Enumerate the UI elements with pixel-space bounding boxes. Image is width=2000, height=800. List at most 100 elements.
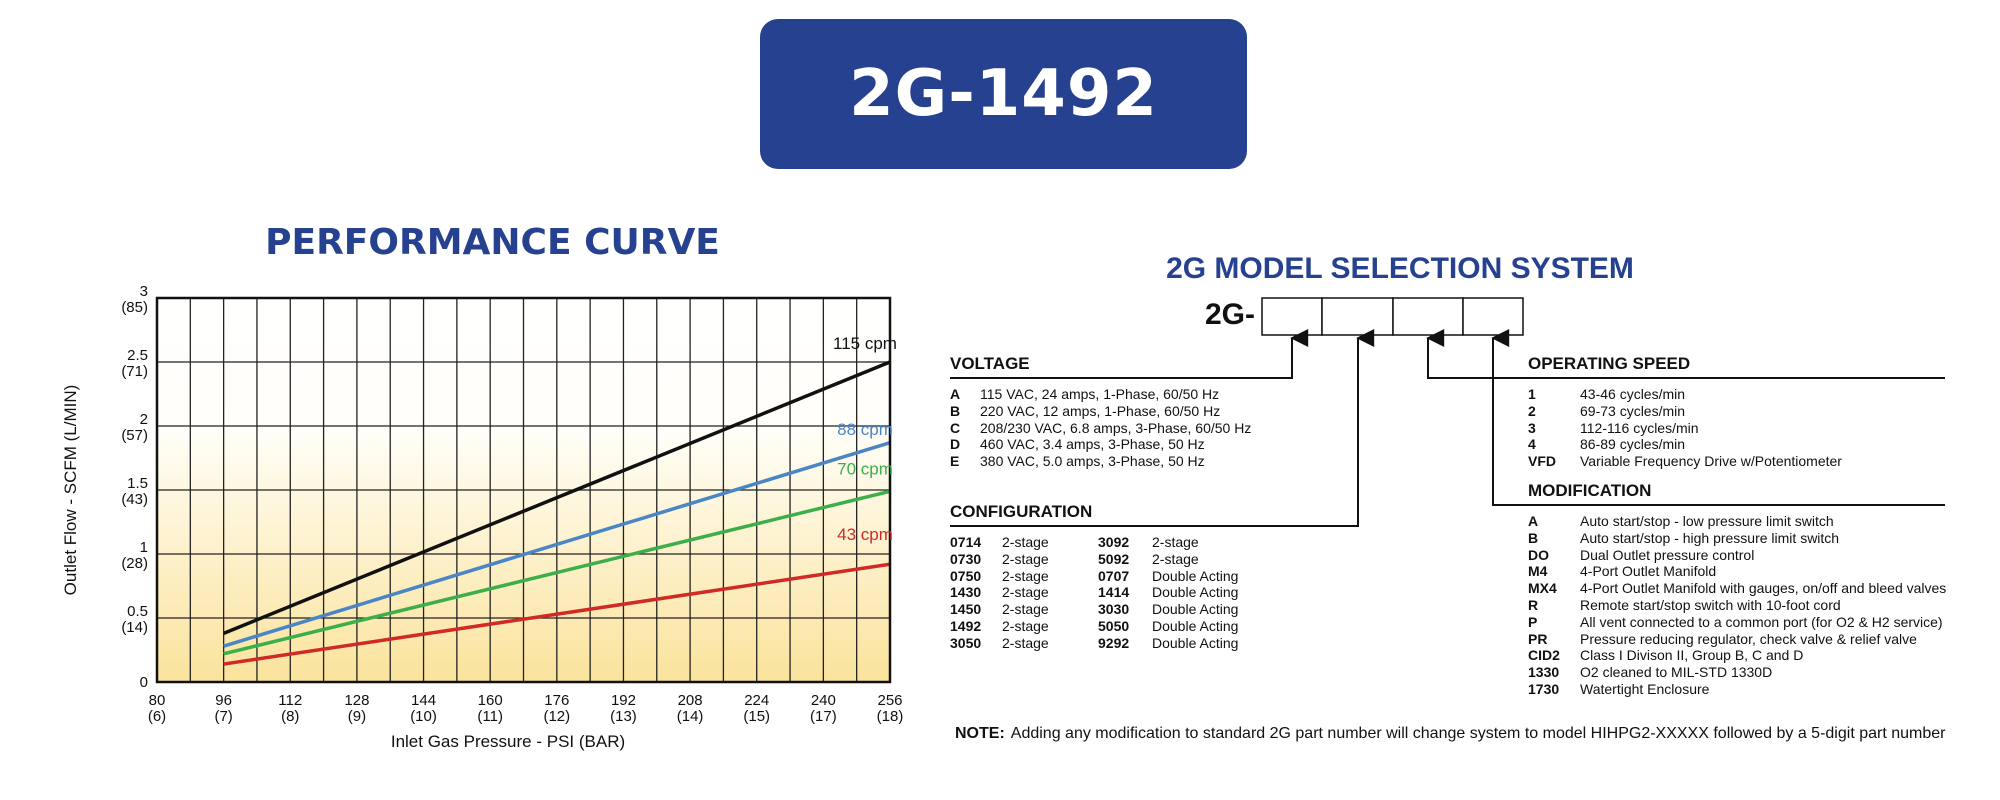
option-row: B 220 VAC, 12 amps, 1-Phase, 60/50 Hz — [950, 403, 1251, 420]
series-line — [223, 440, 891, 648]
y-tick-label: 2 — [140, 411, 148, 428]
modification-title: MODIFICATION — [1528, 481, 1652, 500]
option-desc: 2-stage — [1002, 534, 1049, 550]
x-tick-label: 144 — [411, 692, 436, 709]
y-tick-label: 3 — [140, 283, 148, 300]
option-code: 0707 — [1098, 567, 1130, 584]
x-tick-sublabel: (9) — [348, 708, 366, 725]
option-row: B Auto start/stop - high pressure limit s… — [1528, 530, 1946, 547]
option-desc: 2-stage — [1152, 550, 1199, 567]
option-code: VFD — [1528, 453, 1556, 470]
x-tick-label: 176 — [544, 692, 569, 709]
option-code: R — [1528, 596, 1539, 613]
option-desc: Double Acting — [1152, 634, 1239, 651]
x-tick-sublabel: (7) — [214, 708, 232, 725]
note: NOTE: Adding any modification to standard… — [955, 725, 1945, 743]
option-code: 1430 — [950, 584, 982, 601]
option-code: 3092 — [1098, 534, 1130, 550]
speed-section: OPERATING SPEED 1 43-46 cycles/min 2 69-73 … — [1528, 354, 1842, 470]
x-tick-sublabel: (10) — [410, 708, 437, 725]
option-code: B — [1528, 529, 1539, 546]
option-row: M4 4-Port Outlet Manifold — [1528, 563, 1946, 580]
option-code: 1414 — [1098, 584, 1130, 601]
plot-frame — [155, 296, 892, 684]
option-code: 1450 — [950, 601, 982, 618]
x-tick-sublabel: (12) — [543, 708, 570, 725]
option-row: C 208/230 VAC, 6.8 amps, 3-Phase, 60/50 H… — [950, 420, 1251, 437]
option-row: 1330 O2 cleaned to MIL-STD 1330D — [1528, 664, 1946, 681]
option-desc: All vent connected to a common port (for… — [1580, 613, 1943, 630]
x-tick-label: 80 — [149, 692, 166, 709]
option-code: 0750 — [950, 567, 982, 584]
option-desc: Double Acting — [1152, 601, 1239, 618]
x-tick-label: 128 — [344, 692, 369, 709]
voltage-connector — [950, 329, 1309, 379]
option-code: CID2 — [1528, 647, 1560, 664]
performance-title: PERFORMANCE CURVE — [265, 222, 720, 263]
y-tick-label: 1.5 — [127, 475, 148, 492]
y-tick-label: 0.5 — [127, 603, 148, 620]
option-code: P — [1528, 613, 1538, 630]
y-tick-sublabel: (43) — [121, 491, 148, 508]
x-tick-sublabel: (14) — [677, 708, 704, 725]
option-row: E 380 VAC, 5.0 amps, 3-Phase, 50 Hz — [950, 453, 1251, 470]
option-desc: 86-89 cycles/min — [1580, 436, 1686, 453]
option-desc: 43-46 cycles/min — [1580, 386, 1686, 402]
y-tick-sublabel: (14) — [121, 619, 148, 636]
x-tick-label: 208 — [678, 692, 703, 709]
option-desc: 2-stage — [1002, 617, 1049, 634]
option-row: VFD Variable Frequency Drive w/Potentiome… — [1528, 453, 1842, 470]
option-code: 3 — [1528, 419, 1536, 436]
y-tick-sublabel: (28) — [121, 555, 148, 572]
option-code: C — [950, 419, 961, 436]
y-tick-label: 2.5 — [127, 347, 148, 364]
option-code: 5050 — [1098, 617, 1130, 634]
option-row: P All vent connected to a common port (fo… — [1528, 614, 1946, 631]
option-row: A 115 VAC, 24 amps, 1-Phase, 60/50 Hz — [950, 386, 1251, 403]
y-axis-label: Outlet Flow - SCFM (L/MIN) — [61, 385, 80, 596]
option-desc: O2 cleaned to MIL-STD 1330D — [1580, 664, 1773, 681]
option-code: 3030 — [1098, 601, 1130, 618]
option-desc: 2-stage — [1152, 534, 1199, 550]
voltage-title: VOLTAGE — [950, 354, 1030, 373]
performance-chart: 80(6)96(7)112(8)128(9)144(10)160(11)176(… — [61, 283, 903, 751]
x-tick-sublabel: (11) — [477, 708, 503, 725]
x-tick-sublabel: (6) — [148, 708, 166, 725]
model-title: 2G-1492 — [849, 57, 1158, 131]
series-line — [223, 489, 891, 656]
option-desc: 115 VAC, 24 amps, 1-Phase, 60/50 Hz — [980, 386, 1220, 402]
option-code: DO — [1528, 546, 1549, 563]
option-desc: Variable Frequency Drive w/Potentiometer — [1580, 453, 1842, 470]
option-desc: 2-stage — [1002, 567, 1049, 584]
option-code: 1730 — [1528, 680, 1560, 697]
option-code: 1492 — [950, 617, 982, 634]
option-desc: 460 VAC, 3.4 amps, 3-Phase, 50 Hz — [980, 436, 1205, 453]
configuration-connector — [950, 329, 1375, 527]
x-tick-label: 112 — [278, 692, 302, 709]
series-line — [222, 360, 891, 635]
y-tick-label: 0 — [140, 674, 148, 691]
x-tick-sublabel: (8) — [281, 708, 299, 725]
option-desc: 380 VAC, 5.0 amps, 3-Phase, 50 Hz — [980, 453, 1205, 470]
option-code: E — [950, 453, 960, 470]
model-prefix: 2G- — [1205, 298, 1256, 331]
option-code: M4 — [1528, 563, 1548, 580]
option-row: 1 43-46 cycles/min — [1528, 386, 1842, 403]
option-row: 2 69-73 cycles/min — [1528, 403, 1842, 420]
option-row: D 460 VAC, 3.4 amps, 3-Phase, 50 Hz — [950, 436, 1251, 453]
y-tick-sublabel: (85) — [121, 299, 148, 316]
option-code: 4 — [1528, 436, 1536, 453]
option-desc: 2-stage — [1002, 584, 1049, 601]
x-tick-label: 160 — [478, 692, 503, 709]
option-desc: Class I Divison II, Group B, C and D — [1580, 647, 1804, 664]
configuration-section: CONFIGURATION 0714 2-stage 3092 2-stage 0730… — [950, 502, 1292, 652]
x-tick-label: 96 — [215, 692, 232, 709]
model-box-3 — [1392, 297, 1464, 336]
model-box-4 — [1462, 297, 1524, 336]
option-code: MX4 — [1528, 580, 1557, 597]
x-tick-sublabel: (13) — [610, 708, 637, 725]
x-tick-sublabel: (15) — [743, 708, 770, 725]
option-desc: Remote start/stop switch with 10-foot co… — [1580, 596, 1841, 613]
series-line — [223, 562, 891, 666]
